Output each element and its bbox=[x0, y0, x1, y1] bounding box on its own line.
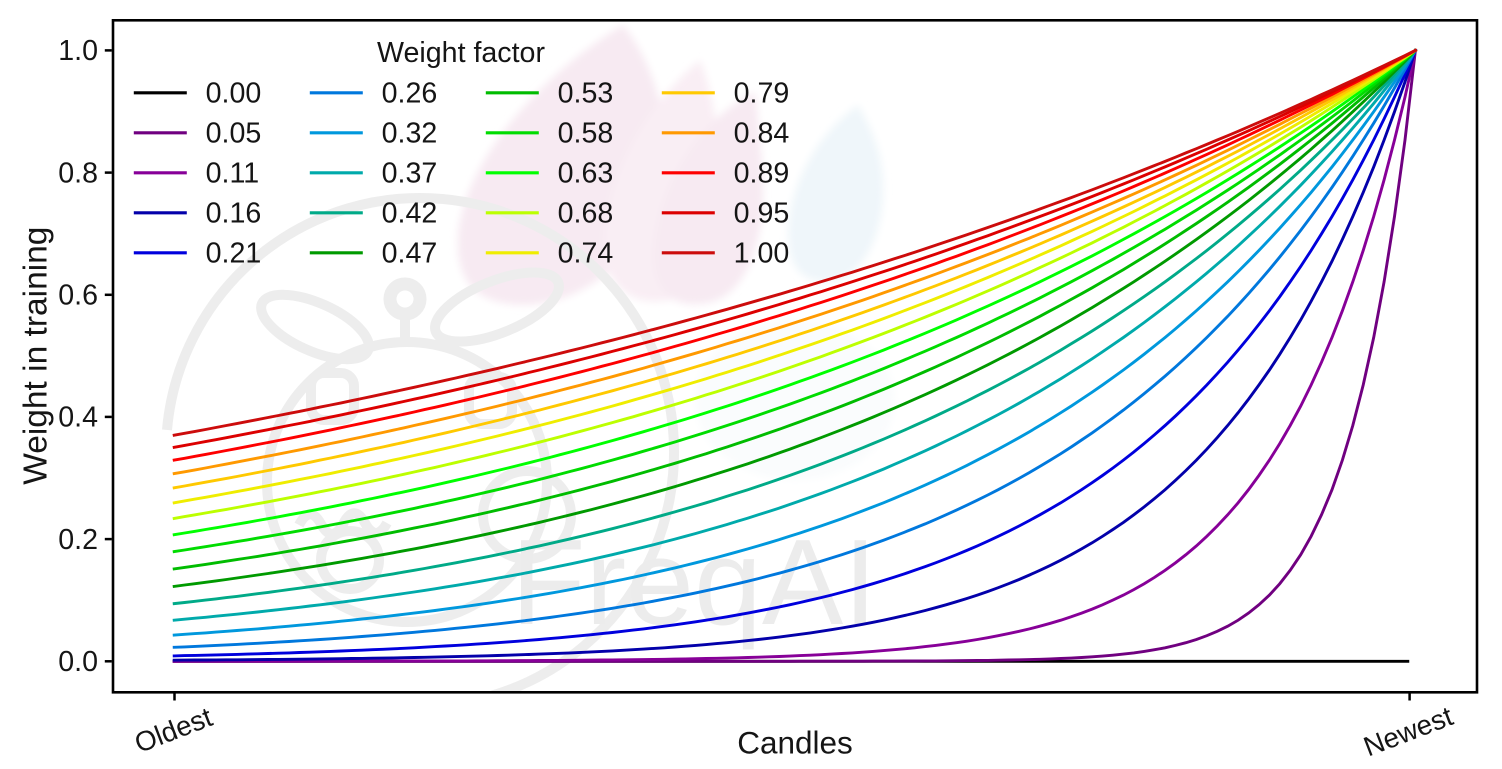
svg-text:0.42: 0.42 bbox=[382, 198, 438, 230]
svg-text:Weight in training: Weight in training bbox=[18, 227, 55, 485]
svg-text:0.0: 0.0 bbox=[58, 646, 98, 678]
svg-text:0.53: 0.53 bbox=[558, 78, 614, 110]
svg-text:0.6: 0.6 bbox=[58, 280, 98, 312]
svg-text:0.05: 0.05 bbox=[206, 118, 262, 150]
svg-text:0.63: 0.63 bbox=[558, 158, 614, 190]
svg-text:0.89: 0.89 bbox=[734, 158, 790, 190]
svg-text:0.79: 0.79 bbox=[734, 78, 790, 110]
svg-text:0.32: 0.32 bbox=[382, 118, 438, 150]
svg-text:0.74: 0.74 bbox=[558, 238, 614, 270]
svg-text:0.8: 0.8 bbox=[58, 157, 98, 189]
svg-text:Candles: Candles bbox=[737, 725, 853, 761]
svg-text:0.37: 0.37 bbox=[382, 158, 438, 190]
svg-text:0.58: 0.58 bbox=[558, 118, 614, 150]
svg-text:0.16: 0.16 bbox=[206, 198, 262, 230]
svg-text:1.00: 1.00 bbox=[734, 238, 790, 270]
svg-text:0.84: 0.84 bbox=[734, 118, 790, 150]
svg-text:0.68: 0.68 bbox=[558, 198, 614, 230]
svg-text:0.00: 0.00 bbox=[206, 78, 262, 110]
svg-text:0.95: 0.95 bbox=[734, 198, 790, 230]
svg-text:0.26: 0.26 bbox=[382, 78, 438, 110]
svg-text:1.0: 1.0 bbox=[58, 35, 98, 67]
svg-text:0.11: 0.11 bbox=[206, 158, 260, 190]
svg-text:FreqAI: FreqAI bbox=[511, 514, 877, 650]
svg-text:0.2: 0.2 bbox=[58, 524, 98, 556]
svg-text:0.47: 0.47 bbox=[382, 238, 438, 270]
svg-text:0.21: 0.21 bbox=[206, 238, 262, 270]
svg-text:0.4: 0.4 bbox=[58, 402, 98, 434]
svg-text:Weight factor: Weight factor bbox=[377, 37, 545, 69]
